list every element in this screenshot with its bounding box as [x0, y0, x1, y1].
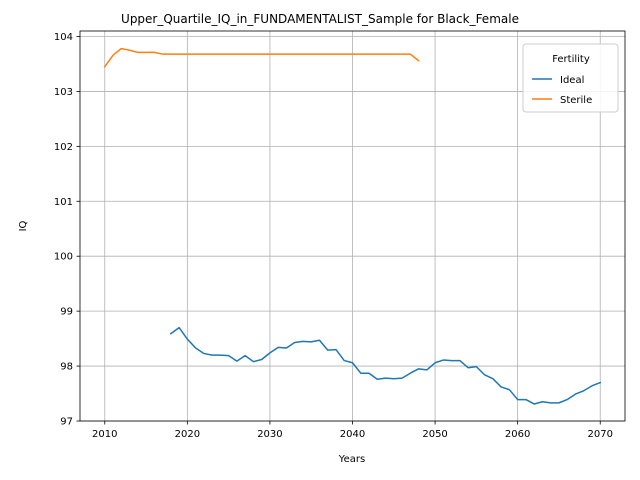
- y-axis-ticks: 97 98 99 100 101 102 103 104: [54, 32, 80, 428]
- y-tick-label: 97: [60, 417, 73, 428]
- x-tick-label: 2050: [422, 429, 447, 440]
- x-tick-label: 2040: [340, 429, 365, 440]
- series-lines: [103, 47, 602, 405]
- legend-label-ideal: Ideal: [560, 75, 584, 86]
- legend-entries: Ideal Sterile: [532, 75, 592, 106]
- y-tick-label: 98: [60, 362, 73, 373]
- legend-label-sterile: Sterile: [560, 95, 592, 106]
- x-tick-label: 2070: [588, 429, 613, 440]
- y-tick-label: 102: [54, 142, 73, 153]
- chart-title: Upper_Quartile_IQ_in_FUNDAMENTALIST_Samp…: [121, 12, 519, 26]
- x-tick-label: 2010: [92, 429, 117, 440]
- x-axis-label: Years: [338, 454, 365, 465]
- x-axis-ticks: 2010 2020 2030 2040 2050 2060 2070: [92, 421, 613, 440]
- legend: Fertility Ideal Sterile: [522, 43, 619, 113]
- series-line-sterile: [103, 47, 420, 68]
- y-tick-label: 103: [54, 87, 73, 98]
- y-tick-label: 99: [60, 307, 73, 318]
- legend-box: [522, 43, 619, 113]
- x-tick-label: 2060: [505, 429, 530, 440]
- series-line-ideal: [169, 326, 602, 405]
- x-tick-label: 2020: [175, 429, 200, 440]
- x-tick-label: 2030: [257, 429, 282, 440]
- y-tick-label: 104: [54, 32, 73, 43]
- y-tick-label: 101: [54, 197, 73, 208]
- y-tick-label: 100: [54, 252, 73, 263]
- y-axis-label: IQ: [18, 220, 29, 231]
- legend-title: Fertility: [552, 54, 590, 65]
